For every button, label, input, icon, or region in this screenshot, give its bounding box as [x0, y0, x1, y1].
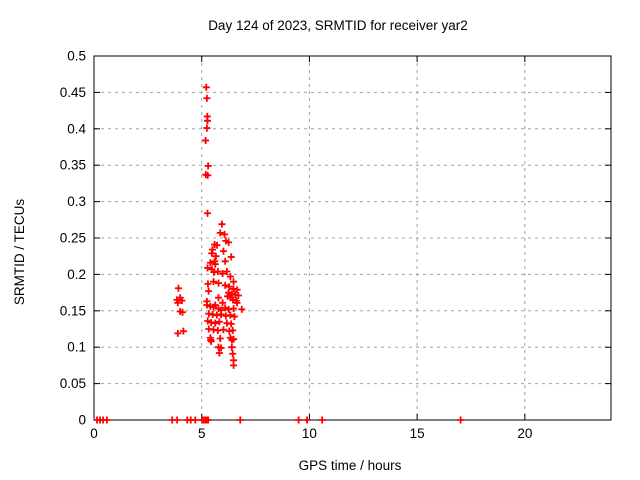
chart-title: Day 124 of 2023, SRMTID for receiver yar…: [208, 18, 468, 33]
data-point-marker: [205, 287, 213, 295]
x-tick-label: 10: [302, 426, 317, 441]
y-tick-label: 0.3: [67, 194, 86, 209]
data-point-marker: [204, 162, 212, 170]
data-point-marker: [226, 273, 234, 281]
data-point-marker: [204, 171, 212, 179]
data-point-marker: [228, 343, 236, 351]
y-tick-label: 0.25: [60, 231, 86, 246]
data-point-marker: [210, 268, 218, 276]
data-point-marker: [210, 303, 218, 311]
y-tick-label: 0.2: [67, 267, 86, 282]
data-point-marker: [204, 209, 212, 217]
data-point-marker: [204, 264, 212, 272]
data-point-marker: [236, 416, 244, 424]
y-axis-label: SRMTID / TECUs: [12, 199, 27, 306]
data-point-marker: [213, 241, 221, 249]
data-point-marker: [174, 284, 182, 292]
data-point-marker: [230, 313, 238, 321]
data-point-marker: [213, 311, 221, 319]
data-point-marker: [215, 318, 223, 326]
data-point-marker: [174, 329, 182, 337]
data-point-marker: [215, 294, 223, 302]
data-point-marker: [173, 416, 181, 424]
data-point-marker: [207, 337, 215, 345]
data-point-marker: [174, 299, 182, 307]
data-point-marker: [229, 350, 237, 358]
data-point-marker: [225, 238, 233, 246]
data-point-marker: [203, 124, 211, 132]
data-point-marker: [221, 230, 229, 238]
data-point-marker: [206, 259, 214, 267]
data-point-marker: [203, 94, 211, 102]
data-point-marker: [223, 267, 231, 275]
y-tick-label: 0.05: [60, 376, 86, 391]
data-point-marker: [215, 279, 223, 287]
y-tick-label: 0.5: [67, 49, 86, 64]
data-point-marker: [225, 327, 233, 335]
x-tick-label: 5: [198, 426, 206, 441]
data-point-marker: [204, 416, 212, 424]
data-point-marker: [457, 416, 465, 424]
data-point-marker: [204, 117, 212, 125]
data-point-marker: [217, 344, 225, 352]
y-tick-label: 0.15: [60, 303, 86, 318]
x-axis-label: GPS time / hours: [299, 458, 402, 473]
data-point-marker: [179, 308, 187, 316]
y-tick-label: 0: [78, 413, 86, 428]
data-point-marker: [219, 247, 227, 255]
data-point-marker: [202, 136, 210, 144]
data-point-marker: [103, 416, 111, 424]
y-tick-label: 0.45: [60, 85, 86, 100]
data-point-marker: [221, 281, 229, 289]
data-point-marker: [227, 320, 235, 328]
data-point-marker: [222, 312, 230, 320]
data-point-marker: [234, 292, 242, 300]
data-point-marker: [221, 257, 229, 265]
data-point-marker: [208, 249, 216, 257]
data-point-marker: [227, 253, 235, 261]
y-tick-label: 0.1: [67, 340, 86, 355]
data-point-marker: [179, 327, 187, 335]
data-point-marker: [216, 334, 224, 342]
data-point-marker: [214, 326, 222, 334]
data-point-marker: [318, 416, 326, 424]
data-point-marker: [211, 319, 219, 327]
data-point-marker: [202, 83, 210, 91]
data-point-marker: [303, 416, 311, 424]
data-point-marker: [211, 260, 219, 268]
data-point-marker: [295, 416, 303, 424]
y-tick-label: 0.35: [60, 158, 86, 173]
y-tick-label: 0.4: [67, 121, 86, 136]
x-tick-label: 20: [517, 426, 532, 441]
data-point-marker: [228, 336, 236, 344]
data-point-marker: [230, 278, 238, 286]
data-point-marker: [204, 280, 212, 288]
data-point-marker: [238, 305, 246, 313]
data-point-marker: [225, 305, 233, 313]
data-point-marker: [191, 416, 199, 424]
data-point-marker: [218, 220, 226, 228]
data-point-marker: [216, 229, 224, 237]
data-point-marker: [219, 299, 227, 307]
data-point-marker: [230, 361, 238, 369]
data-point-marker: [219, 270, 227, 278]
data-point-marker: [210, 278, 218, 286]
plot-frame: [93, 55, 612, 421]
x-tick-label: 0: [90, 426, 98, 441]
tick-labels-group: 0 5 10 15 20 0 0.05 0.1 0.15 0.2 0.25 0.3 0.35 0.4 0.4…: [60, 49, 533, 442]
data-point-marker: [178, 297, 186, 305]
data-point-marker: [215, 349, 223, 357]
data-point-marker: [233, 299, 241, 307]
data-points-group: [93, 83, 465, 424]
x-tick-label: 15: [410, 426, 425, 441]
data-point-marker: [233, 286, 241, 294]
data-point-marker: [212, 252, 220, 260]
